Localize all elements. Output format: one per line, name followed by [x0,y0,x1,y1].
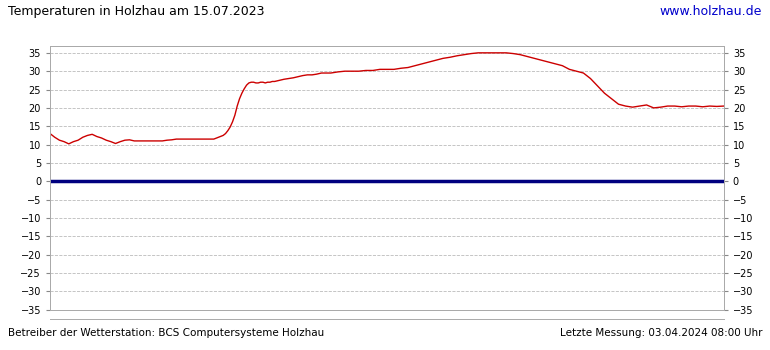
Text: Betreiber der Wetterstation: BCS Computersysteme Holzhau: Betreiber der Wetterstation: BCS Compute… [8,328,324,337]
Text: Letzte Messung: 03.04.2024 08:00 Uhr: Letzte Messung: 03.04.2024 08:00 Uhr [560,328,762,337]
Text: www.holzhau.de: www.holzhau.de [660,5,762,18]
Text: Temperaturen in Holzhau am 15.07.2023: Temperaturen in Holzhau am 15.07.2023 [8,5,264,18]
